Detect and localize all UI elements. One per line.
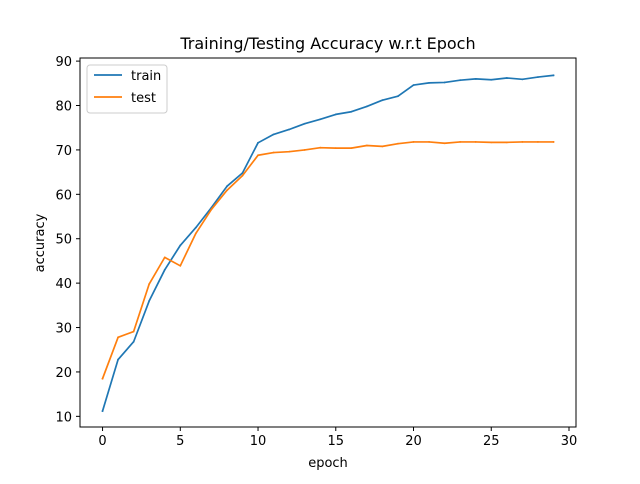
data-point-test [521, 141, 524, 143]
legend-label-train: train [131, 69, 161, 84]
data-point-train [350, 110, 353, 113]
data-point-test [459, 141, 462, 143]
x-tick-label: 0 [98, 434, 106, 449]
data-point-test [381, 145, 384, 148]
data-point-train [521, 78, 524, 81]
data-point-train [241, 172, 244, 174]
data-point-test [474, 141, 477, 143]
data-point-test [303, 149, 306, 151]
data-point-train [303, 122, 306, 125]
data-point-test [443, 142, 446, 145]
legend-label-test: test [131, 91, 156, 106]
data-point-train [428, 81, 430, 84]
data-point-test [101, 377, 104, 380]
plot-frame [79, 57, 577, 428]
legend-frame [86, 64, 168, 114]
data-point-test [412, 141, 415, 143]
data-point-test [148, 283, 151, 285]
data-point-test [257, 154, 259, 157]
data-point-train [397, 95, 399, 98]
data-point-test [194, 232, 197, 235]
data-point-test [365, 144, 368, 147]
data-point-train [381, 99, 384, 102]
data-point-train [132, 340, 135, 343]
legend: train test [86, 64, 168, 114]
data-point-test [163, 256, 166, 259]
x-tick-label: 25 [483, 434, 500, 449]
y-tick-label: 30 [55, 322, 72, 337]
data-point-train [148, 299, 151, 302]
x-tick-label: 20 [405, 434, 422, 449]
data-point-test [226, 189, 228, 192]
data-point-train [117, 358, 119, 361]
y-tick-label: 90 [55, 55, 72, 70]
chart-title: Training/Testing Accuracy w.r.t Epoch [179, 34, 475, 53]
data-point-train [443, 81, 446, 84]
data-point-train [179, 244, 182, 247]
data-point-train [505, 77, 508, 79]
data-point-train [537, 76, 539, 78]
data-point-train [257, 141, 259, 144]
data-point-test [272, 151, 275, 154]
axis-ticks: 0 5 10 15 20 25 30 10 20 30 40 50 60 70 80 90 [55, 55, 577, 449]
data-point-train [474, 77, 477, 80]
data-point-test [210, 208, 213, 211]
data-point-train [365, 105, 368, 108]
data-point-test [334, 147, 337, 150]
y-tick-label: 50 [55, 233, 72, 248]
data-point-train [319, 118, 322, 121]
data-point-train [552, 74, 555, 77]
plot-content [101, 74, 555, 413]
data-point-train [288, 128, 291, 131]
y-axis-label: accuracy [33, 213, 48, 272]
data-point-test [319, 146, 322, 149]
data-point-train [194, 226, 197, 229]
y-tick-label: 60 [55, 188, 72, 203]
x-tick-label: 5 [176, 434, 184, 449]
data-point-test [552, 141, 555, 143]
data-point-test [288, 150, 291, 153]
y-tick-label: 80 [55, 100, 72, 115]
data-point-test [241, 174, 244, 177]
data-point-test [428, 141, 430, 143]
y-tick-label: 40 [55, 277, 72, 292]
data-point-test [490, 141, 493, 144]
data-point-train [272, 133, 275, 136]
x-tick-label: 10 [250, 434, 267, 449]
data-point-test [179, 264, 182, 267]
x-tick-label: 30 [561, 434, 578, 449]
data-point-train [490, 78, 493, 81]
x-tick-label: 15 [328, 434, 345, 449]
series-line-train [101, 74, 555, 413]
data-point-train [163, 268, 166, 271]
data-point-test [117, 336, 119, 339]
data-point-train [459, 79, 462, 82]
data-point-train [101, 410, 104, 412]
data-point-test [505, 141, 508, 144]
data-point-test [132, 330, 135, 333]
x-axis-label: epoch [308, 456, 348, 471]
data-point-train [412, 84, 415, 86]
y-tick-label: 70 [55, 144, 72, 159]
data-point-test [397, 142, 399, 145]
series-line-test [101, 141, 555, 380]
data-point-train [334, 113, 337, 116]
data-point-train [226, 185, 228, 188]
y-tick-label: 20 [55, 366, 72, 381]
data-point-test [537, 141, 539, 143]
data-point-test [350, 147, 353, 150]
y-tick-label: 10 [55, 410, 72, 425]
